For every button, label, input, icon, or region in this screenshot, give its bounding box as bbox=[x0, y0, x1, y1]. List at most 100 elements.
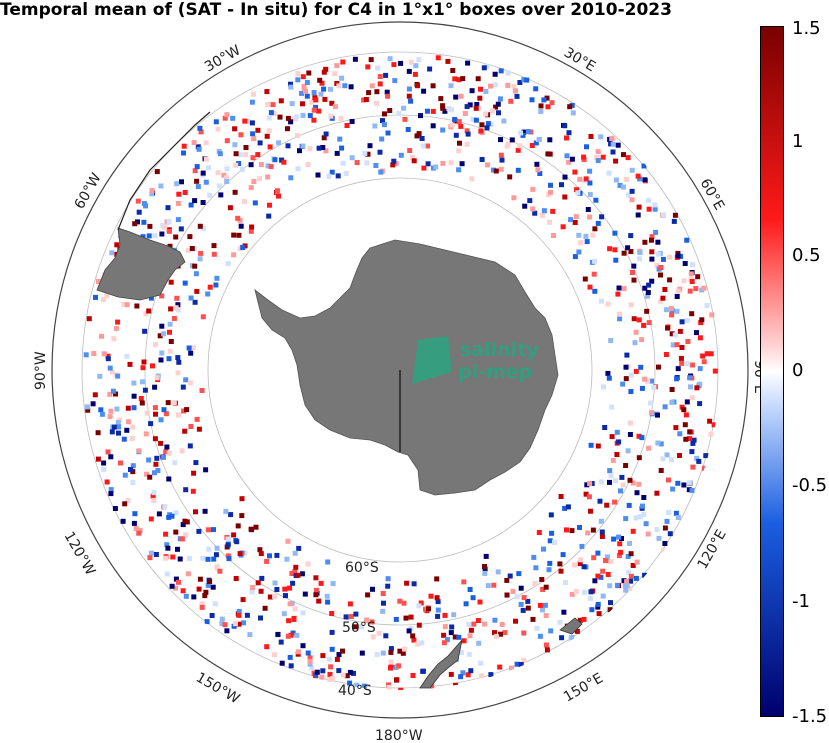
data-box bbox=[588, 508, 593, 514]
data-box bbox=[446, 106, 452, 112]
data-box bbox=[615, 142, 621, 148]
data-box bbox=[237, 152, 243, 158]
data-box bbox=[654, 262, 660, 268]
data-box bbox=[198, 129, 204, 135]
data-box bbox=[668, 457, 674, 463]
data-box bbox=[707, 418, 713, 424]
data-box bbox=[630, 480, 636, 486]
data-box bbox=[276, 140, 281, 146]
data-box bbox=[642, 177, 648, 183]
data-box bbox=[307, 146, 313, 152]
data-box bbox=[628, 573, 634, 579]
data-box bbox=[639, 337, 645, 343]
data-box bbox=[548, 628, 554, 634]
data-box bbox=[515, 147, 521, 153]
data-box bbox=[214, 545, 220, 551]
data-box bbox=[492, 630, 497, 636]
data-box bbox=[125, 405, 131, 411]
data-box bbox=[203, 156, 209, 162]
data-box bbox=[649, 378, 654, 384]
data-box bbox=[203, 589, 209, 595]
data-box bbox=[248, 162, 254, 168]
data-box bbox=[582, 276, 588, 282]
data-box bbox=[329, 169, 335, 175]
data-box bbox=[658, 441, 664, 447]
data-box bbox=[444, 637, 450, 643]
data-box bbox=[364, 160, 370, 166]
data-box bbox=[568, 217, 574, 223]
data-box bbox=[111, 424, 117, 430]
data-box bbox=[433, 164, 439, 170]
data-box bbox=[293, 114, 299, 120]
data-box bbox=[606, 170, 612, 176]
data-box bbox=[288, 119, 294, 125]
data-box bbox=[479, 122, 485, 128]
data-box bbox=[573, 214, 579, 220]
data-box bbox=[221, 172, 227, 178]
data-box bbox=[359, 650, 365, 656]
data-box bbox=[173, 234, 179, 240]
data-box bbox=[646, 445, 652, 451]
data-box bbox=[316, 145, 322, 151]
data-box bbox=[642, 572, 648, 578]
data-box bbox=[608, 338, 614, 343]
data-box bbox=[362, 150, 368, 156]
data-box bbox=[232, 142, 238, 148]
data-box bbox=[633, 575, 639, 581]
data-box bbox=[547, 151, 553, 157]
data-box bbox=[187, 380, 193, 386]
data-box bbox=[571, 562, 577, 568]
data-box bbox=[623, 587, 629, 593]
data-box bbox=[537, 171, 543, 176]
data-box bbox=[488, 122, 494, 128]
data-box bbox=[682, 261, 688, 266]
data-box bbox=[544, 647, 550, 653]
data-box bbox=[664, 518, 670, 524]
data-box bbox=[590, 527, 596, 533]
data-box bbox=[370, 634, 376, 640]
data-box bbox=[530, 206, 536, 212]
data-box bbox=[509, 137, 515, 143]
data-box bbox=[574, 628, 580, 634]
data-box bbox=[658, 298, 664, 304]
data-box bbox=[430, 123, 436, 129]
data-box bbox=[139, 400, 145, 406]
data-box bbox=[467, 633, 473, 639]
data-box bbox=[388, 659, 394, 665]
data-box bbox=[619, 536, 624, 541]
data-box bbox=[244, 612, 250, 618]
data-box bbox=[397, 598, 403, 604]
data-box bbox=[592, 578, 598, 584]
data-box bbox=[320, 653, 326, 659]
data-box bbox=[564, 153, 570, 159]
data-box bbox=[364, 617, 369, 623]
data-box bbox=[662, 541, 668, 546]
data-box bbox=[240, 597, 246, 603]
data-box bbox=[174, 181, 180, 187]
data-box bbox=[329, 629, 335, 635]
data-box bbox=[425, 108, 430, 114]
data-box bbox=[476, 640, 482, 646]
data-box bbox=[270, 102, 276, 108]
data-box bbox=[279, 660, 285, 666]
data-box bbox=[405, 127, 411, 132]
data-box bbox=[124, 353, 130, 359]
data-box bbox=[687, 429, 693, 435]
data-box bbox=[474, 102, 480, 107]
data-box bbox=[569, 591, 575, 597]
data-box bbox=[669, 387, 675, 392]
data-box bbox=[660, 295, 666, 301]
data-box bbox=[598, 574, 604, 580]
data-box bbox=[347, 669, 353, 675]
data-box bbox=[645, 290, 651, 295]
data-box bbox=[564, 527, 569, 533]
data-box bbox=[372, 123, 378, 129]
data-box bbox=[709, 312, 715, 318]
data-box bbox=[483, 111, 489, 117]
data-box bbox=[456, 77, 462, 83]
data-box bbox=[700, 353, 706, 359]
map-title: Temporal mean of (SAT - In situ) for C4 … bbox=[0, 0, 672, 20]
data-box bbox=[525, 605, 531, 611]
data-box bbox=[321, 135, 327, 141]
data-box bbox=[374, 89, 380, 95]
